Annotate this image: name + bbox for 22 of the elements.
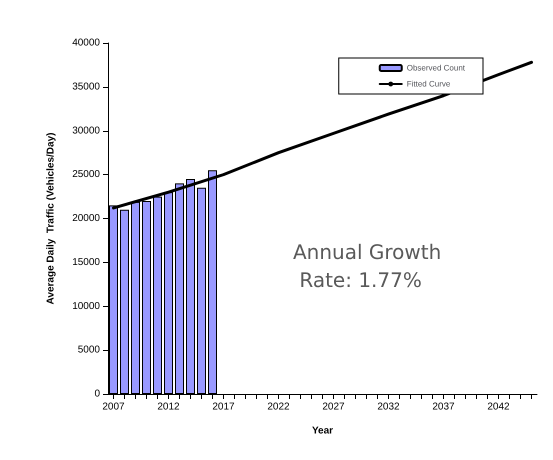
x-tick-label: 2042	[487, 402, 510, 412]
legend-label: Fitted Curve	[406, 80, 451, 88]
legend-label: Observed Count	[406, 64, 466, 72]
x-tick-label: 2027	[322, 402, 346, 412]
y-tick-label: 20000	[72, 213, 100, 224]
x-tick-label: 2032	[377, 402, 400, 412]
x-tick-label: 2012	[157, 402, 180, 412]
y-tick-label: 15000	[72, 256, 100, 268]
x-axis-title: Year	[312, 426, 334, 436]
y-tick-label: 35000	[72, 81, 100, 92]
y-tick-label: 5000	[78, 344, 100, 356]
y-tick-label: 25000	[72, 169, 100, 180]
y-axis-title: Average Daily Traffic (Vehicles/Day)	[46, 132, 56, 304]
x-tick-label: 2017	[212, 402, 236, 412]
y-tick-label: 0	[94, 388, 100, 400]
x-tick-label: 2037	[432, 402, 456, 412]
y-tick-label: 10000	[72, 300, 100, 312]
x-tick-label: 2007	[102, 402, 126, 412]
annotation: Annual Growth Rate: 1.77%	[293, 240, 442, 292]
y-tick-label: 40000	[72, 38, 100, 48]
y-tick-label: 30000	[72, 125, 100, 136]
x-tick-label: 2022	[267, 402, 290, 412]
